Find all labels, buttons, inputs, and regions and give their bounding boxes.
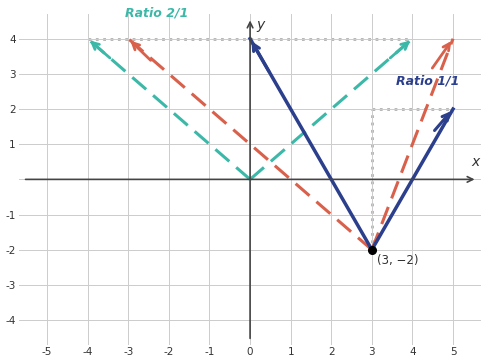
Text: Ratio 2/1: Ratio 2/1 bbox=[125, 7, 188, 19]
Text: (3, −2): (3, −2) bbox=[377, 254, 418, 267]
Text: x: x bbox=[471, 155, 479, 169]
Text: Ratio 1/1: Ratio 1/1 bbox=[396, 75, 460, 88]
Text: y: y bbox=[256, 18, 264, 32]
